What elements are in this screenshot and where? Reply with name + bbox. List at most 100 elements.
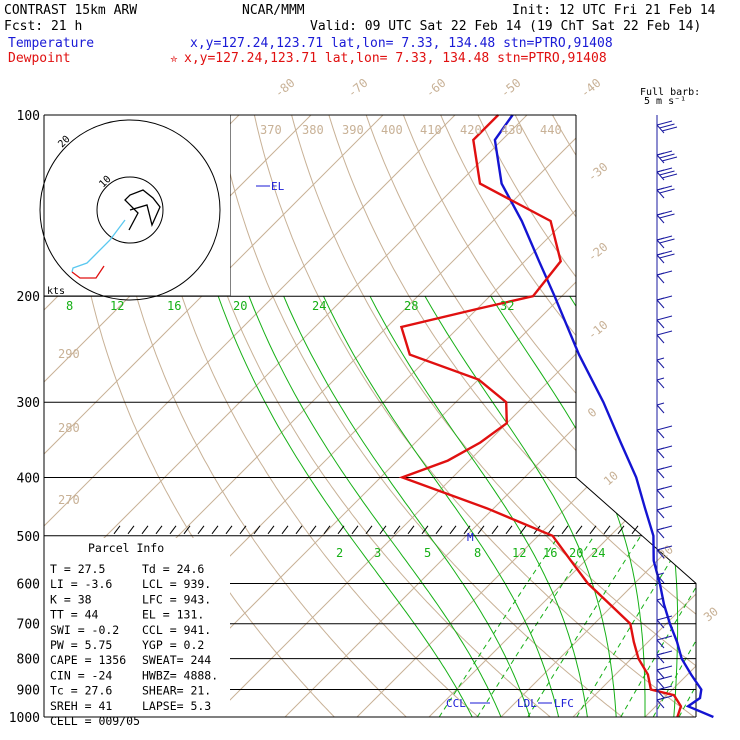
isotherm-line <box>704 102 740 730</box>
wind-barb-flag <box>656 315 673 321</box>
wind-barb-flag <box>656 425 673 431</box>
wind-barb <box>656 189 665 199</box>
hodograph-trace-surface <box>71 265 105 279</box>
theta-label: 270 <box>58 493 80 507</box>
wind-barb-flag <box>656 615 673 621</box>
level-hatch <box>617 525 625 535</box>
pressure-tick-label: 800 <box>17 653 40 668</box>
wind-barb <box>656 679 665 689</box>
mixing-ratio-label: 5 <box>424 546 431 560</box>
dry-adiabat-line <box>729 102 740 730</box>
theta-label: 380 <box>302 123 324 137</box>
temperature-label: -60 <box>423 76 449 101</box>
wind-barb-half <box>656 687 665 691</box>
wind-barb-flag <box>656 120 673 126</box>
barb-legend-line1: Full barb: <box>640 87 700 98</box>
level-hatch <box>393 525 401 535</box>
wind-barb-half <box>656 169 665 173</box>
wind-barb <box>656 254 665 264</box>
level-hatch <box>141 525 149 535</box>
barb-legend-line2: 5 m s⁻¹ <box>644 96 686 107</box>
wind-barb-half <box>656 677 665 681</box>
wind-barb-column: Full barb: 5 m s⁻¹ <box>640 87 700 717</box>
hodograph-panel <box>44 115 230 296</box>
mixing-ratio-line <box>700 536 740 717</box>
pressure-tick-label: 200 <box>17 290 40 305</box>
level-hatch <box>351 525 359 535</box>
parcel-info-left: CAPE = 1356 <box>50 653 126 667</box>
wind-barb <box>656 619 665 629</box>
theta-label: 410 <box>420 123 442 137</box>
theta-label: 280 <box>58 421 80 435</box>
wind-barb <box>656 239 665 249</box>
temperature-label: -30 <box>585 160 611 185</box>
lfc-label: LFC <box>554 697 574 710</box>
wind-barb <box>656 489 665 499</box>
m-label: M <box>467 531 474 544</box>
level-hatch <box>449 525 457 535</box>
hodograph-ring-inner <box>96 176 164 244</box>
level-hatch <box>197 525 205 535</box>
level-hatch <box>477 525 485 535</box>
temperature-legend: Temperature <box>8 36 94 51</box>
dewpoint-legend: Dewpoint <box>8 51 71 66</box>
mixing-ratio-label: 24 <box>591 546 605 560</box>
mixing-ratio-line <box>576 535 687 717</box>
wind-barb <box>656 699 665 709</box>
dry-adiabat-line <box>434 115 696 717</box>
wind-barb-half <box>656 297 665 301</box>
wind-barb <box>656 469 665 479</box>
moist-adiabat-line <box>731 296 740 717</box>
wind-barb-flag <box>661 126 678 132</box>
wind-barb <box>656 359 665 369</box>
wind-barb <box>656 379 665 389</box>
wind-barb-flag <box>659 238 675 244</box>
temperature-label: 0 <box>585 405 600 420</box>
wind-barb <box>656 124 665 134</box>
level-hatch <box>267 525 275 535</box>
parcel-info-right: YGP = 0.2 <box>142 638 204 652</box>
dry-adiabat-line <box>177 115 567 717</box>
hodograph-trace-lower <box>71 219 126 273</box>
mixing-ratio-label: 12 <box>512 546 526 560</box>
temperature-label: -80 <box>272 76 298 101</box>
level-hatch <box>407 525 415 535</box>
ccl-label: CCL <box>446 697 466 710</box>
level-hatch <box>561 525 569 535</box>
valid-time: Valid: 09 UTC Sat 22 Feb 14 (19 ChT Sat … <box>310 19 701 34</box>
level-hatch <box>323 525 331 535</box>
parcel-info-right: LAPSE= 5.3 <box>142 699 211 713</box>
wind-barb-flag <box>656 330 673 336</box>
wind-barb-flag <box>659 213 675 219</box>
parcel-info-right: EL = 131. <box>142 608 204 622</box>
wind-barb <box>656 669 665 679</box>
isotherm-line <box>631 115 696 717</box>
wind-barb <box>656 639 665 649</box>
parcel-info-box <box>44 538 230 724</box>
wind-barb-half <box>656 357 665 361</box>
level-hatch <box>253 525 261 535</box>
wind-barb-half <box>656 237 665 241</box>
pressure-tick-label: 700 <box>17 618 40 633</box>
mixing-ratio-label: 3 <box>374 546 381 560</box>
init-time: Init: 12 UTC Fri 21 Feb 14 <box>512 3 716 18</box>
wind-barb <box>656 319 665 329</box>
level-hatch <box>463 525 471 535</box>
mixing-ratio-line <box>527 535 642 717</box>
parcel-info-right: LFC = 943. <box>142 592 211 606</box>
moist-adiabat-label: 12 <box>110 299 124 313</box>
isotherm-line <box>199 115 696 717</box>
isotherm-line <box>44 115 541 717</box>
moist-adiabat-label: 8 <box>66 299 73 313</box>
wind-barb-half <box>656 487 665 491</box>
wind-barb <box>656 654 665 664</box>
wind-barb-half <box>656 467 665 471</box>
wind-barb-half <box>656 527 665 531</box>
parcel-info-right: SWEAT= 244 <box>142 653 211 667</box>
wind-barb-half <box>656 507 665 511</box>
mixing-ratio-label: 20 <box>569 546 583 560</box>
mixing-ratio-line <box>438 535 560 717</box>
level-hatch <box>547 525 555 535</box>
parcel-info-right: CCL = 941. <box>142 623 211 637</box>
